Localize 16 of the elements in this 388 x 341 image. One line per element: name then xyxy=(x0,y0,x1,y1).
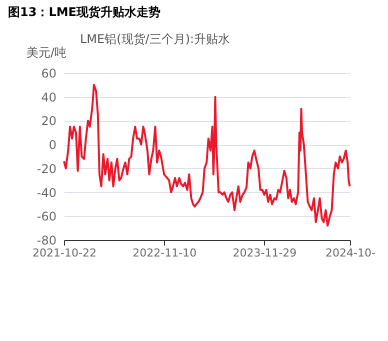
x-tick-label: 2022-11-10 xyxy=(132,246,197,260)
y-tick-label: -80 xyxy=(36,234,56,248)
y-tick-label: -60 xyxy=(36,210,56,224)
y-tick-label: 40 xyxy=(41,90,56,104)
x-tick-label: 2024-10- xyxy=(326,246,376,260)
y-axis-title: 美元/吨 xyxy=(26,46,67,60)
y-tick-label: 20 xyxy=(41,114,56,128)
text: LME铝(现货/三个月):升贴水 xyxy=(80,32,230,46)
y-tick-label: 0 xyxy=(48,138,56,152)
line-series xyxy=(63,84,351,227)
x-tick-label: 2023-11-29 xyxy=(232,246,297,260)
y-tick-label: -40 xyxy=(36,186,56,200)
y-tick-label: -20 xyxy=(36,162,56,176)
y-tick-label: 60 xyxy=(41,66,56,80)
x-tick-label: 2021-10-22 xyxy=(32,246,96,260)
chart-title: 图13：LME现货升贴水走势 xyxy=(8,5,160,19)
